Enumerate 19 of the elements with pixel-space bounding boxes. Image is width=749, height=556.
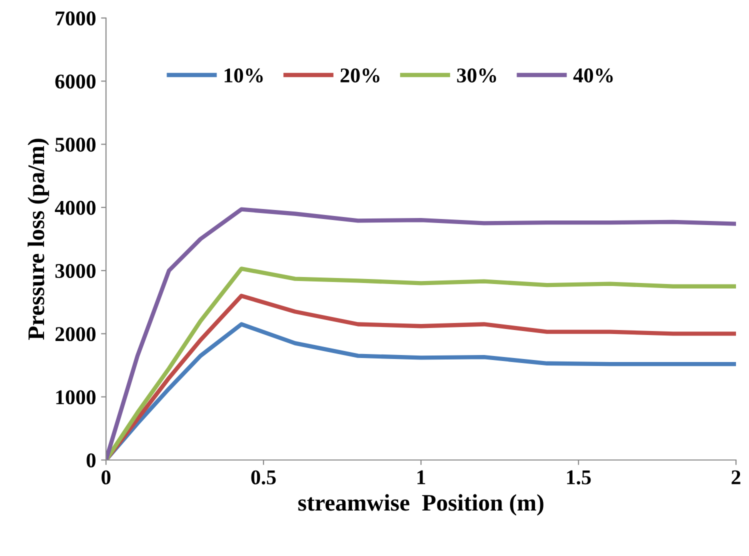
y-axis-title: Pressure loss (pa/m) — [28, 138, 50, 340]
y-tick-label: 0 — [86, 453, 96, 468]
x-axis-title: streamwise Position (m) — [298, 494, 544, 516]
y-tick-label: 4000 — [54, 200, 96, 215]
legend-label: 10% — [224, 68, 263, 83]
y-tick-label: 2000 — [55, 327, 96, 342]
y-tick-label: 6000 — [55, 74, 96, 89]
y-tick-label: 5000 — [55, 138, 96, 152]
legend-label: 40% — [573, 68, 613, 83]
x-tick-label: 0 — [102, 470, 110, 484]
y-tick-label: 3000 — [55, 264, 96, 278]
legend-label: 30% — [457, 68, 496, 83]
legend-label: 20% — [340, 68, 380, 83]
x-tick-label: 2 — [732, 470, 740, 484]
x-tick-label: 1.5 — [567, 470, 591, 484]
y-tick-label: 7000 — [56, 11, 96, 26]
x-tick-label: 1 — [417, 470, 426, 484]
y-tick-label: 1000 — [56, 390, 96, 404]
x-tick-label: 0.5 — [251, 470, 276, 484]
